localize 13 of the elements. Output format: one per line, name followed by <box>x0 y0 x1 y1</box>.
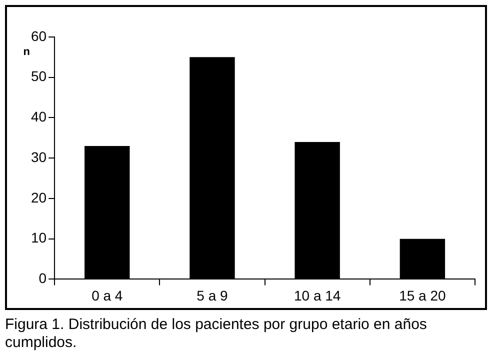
y-axis-title: n <box>23 46 30 58</box>
x-tick-label: 0 a 4 <box>92 287 123 304</box>
y-tick-label: 50 <box>30 68 47 84</box>
text: Figura 1. Distribución de los pacientes por grupo etario en años cumplidos. <box>5 316 428 352</box>
y-tick-label: 0 <box>38 270 47 286</box>
y-tick-label: 60 <box>30 28 47 44</box>
y-tick-label: 40 <box>30 108 47 125</box>
y-tick-label: 30 <box>30 148 47 165</box>
x-tick-label: 5 a 9 <box>196 287 228 304</box>
x-tick-label: 15 a 20 <box>399 287 446 304</box>
y-tick-label: 10 <box>30 230 47 246</box>
x-tick-label: 10 a 14 <box>294 287 341 304</box>
y-tick-label: 20 <box>30 189 47 206</box>
